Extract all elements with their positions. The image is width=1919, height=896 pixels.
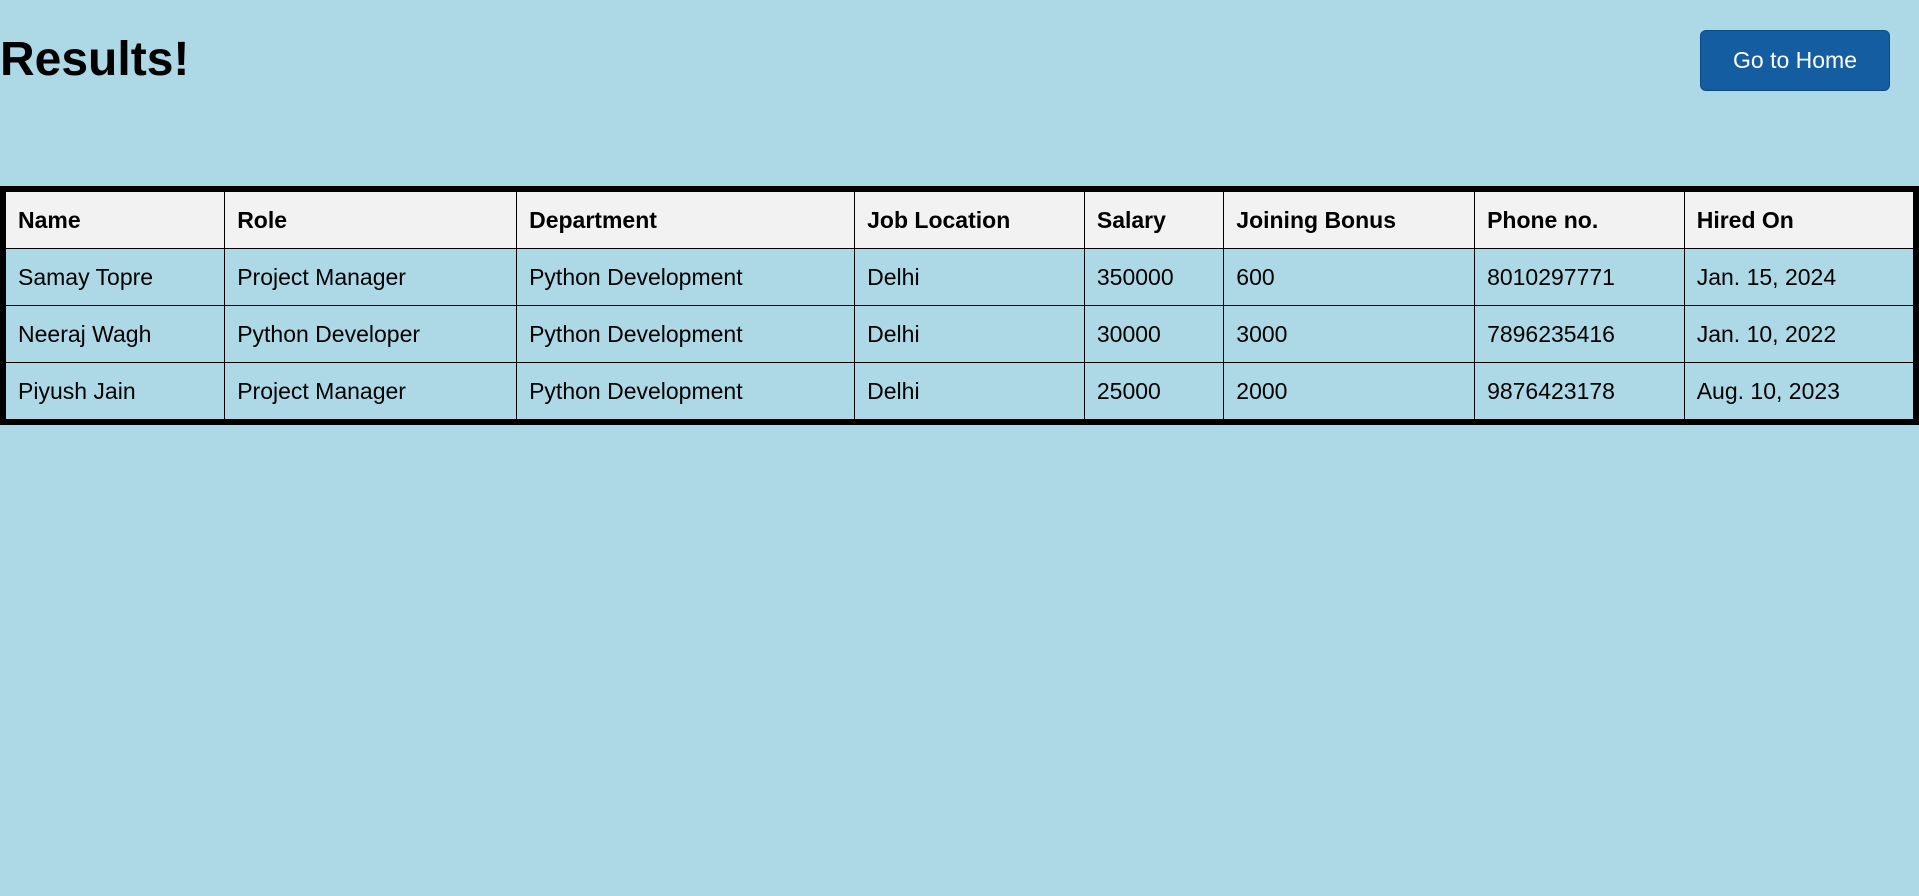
header-hired-on: Hired On — [1683, 188, 1917, 249]
cell-department: Python Development — [516, 305, 856, 363]
cell-phone: 8010297771 — [1474, 248, 1685, 306]
cell-phone: 7896235416 — [1474, 305, 1685, 363]
cell-role: Python Developer — [224, 305, 518, 363]
cell-joining-bonus: 600 — [1223, 248, 1476, 306]
cell-name: Piyush Jain — [2, 362, 226, 423]
header-job-location: Job Location — [854, 188, 1085, 249]
results-table: Name Role Department Job Location Salary… — [0, 186, 1919, 425]
cell-job-location: Delhi — [854, 362, 1085, 423]
header-joining-bonus: Joining Bonus — [1223, 188, 1476, 249]
cell-name: Neeraj Wagh — [2, 305, 226, 363]
cell-hired-on: Jan. 10, 2022 — [1683, 305, 1917, 363]
cell-job-location: Delhi — [854, 305, 1085, 363]
cell-joining-bonus: 3000 — [1223, 305, 1476, 363]
cell-hired-on: Jan. 15, 2024 — [1683, 248, 1917, 306]
cell-job-location: Delhi — [854, 248, 1085, 306]
header-salary: Salary — [1083, 188, 1225, 249]
header-role: Role — [224, 188, 518, 249]
table-row: Neeraj Wagh Python Developer Python Deve… — [2, 305, 1917, 363]
cell-role: Project Manager — [224, 248, 518, 306]
cell-joining-bonus: 2000 — [1223, 362, 1476, 423]
cell-role: Project Manager — [224, 362, 518, 423]
table-row: Samay Topre Project Manager Python Devel… — [2, 248, 1917, 306]
cell-salary: 25000 — [1083, 362, 1225, 423]
cell-phone: 9876423178 — [1474, 362, 1685, 423]
cell-department: Python Development — [516, 362, 856, 423]
go-to-home-button[interactable]: Go to Home — [1700, 30, 1890, 91]
table-header-row: Name Role Department Job Location Salary… — [2, 188, 1917, 249]
cell-department: Python Development — [516, 248, 856, 306]
table-row: Piyush Jain Project Manager Python Devel… — [2, 362, 1917, 423]
page-title: Results! — [0, 33, 190, 86]
cell-hired-on: Aug. 10, 2023 — [1683, 362, 1917, 423]
header-department: Department — [516, 188, 856, 249]
cell-salary: 350000 — [1083, 248, 1225, 306]
header-phone: Phone no. — [1474, 188, 1685, 249]
header-name: Name — [2, 188, 226, 249]
cell-name: Samay Topre — [2, 248, 226, 306]
cell-salary: 30000 — [1083, 305, 1225, 363]
